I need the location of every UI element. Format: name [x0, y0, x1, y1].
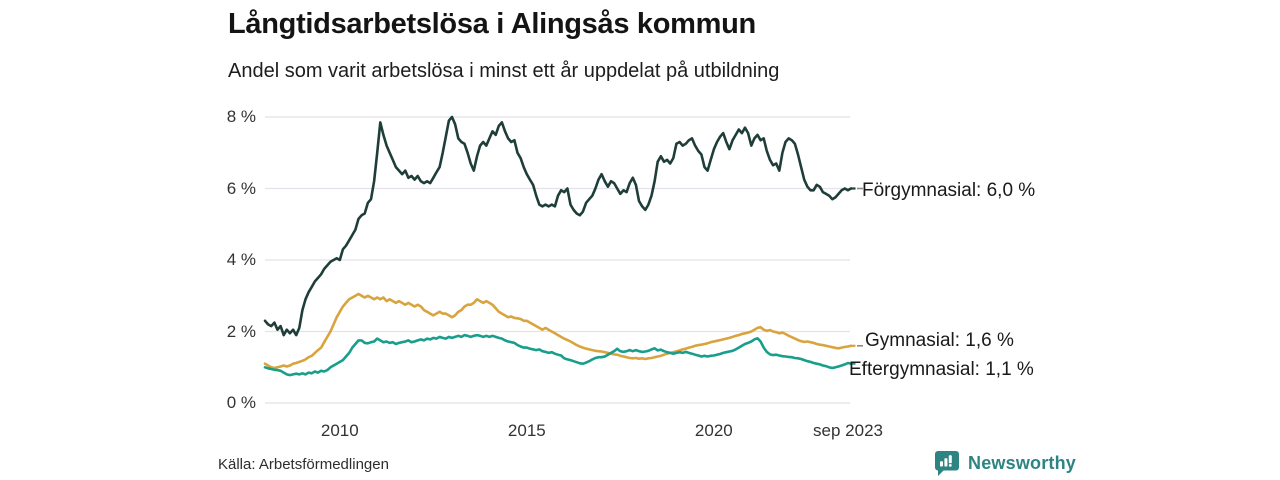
brand-logo: Newsworthy [934, 450, 1076, 477]
series-line-eftergymnasial [263, 333, 853, 377]
series-line-gymnasial [263, 292, 853, 370]
x-axis-tick-label: 2010 [320, 421, 359, 440]
source-note: Källa: Arbetsförmedlingen [218, 456, 389, 473]
page-subtitle: Andel som varit arbetslösa i minst ett å… [228, 60, 780, 82]
y-axis-tick-label: 6 % [226, 178, 256, 198]
y-axis-tick-label: 0 % [226, 393, 256, 412]
page-title: Långtidsarbetslösa i Alingsås kommun [228, 8, 756, 40]
y-axis-tick-label: 4 % [226, 250, 256, 269]
series-label-gymnasial: Gymnasial: 1,6 % [865, 330, 1014, 351]
x-axis-tick-label: 2020 [694, 421, 733, 440]
newsworthy-icon [935, 451, 959, 476]
y-axis-tick-label: 8 % [226, 107, 256, 126]
series-label-eftergymnasial: Eftergymnasial: 1,1 % [849, 359, 1034, 380]
y-axis-tick-label: 2 % [226, 321, 256, 341]
x-axis-tick-label: 2015 [507, 421, 546, 440]
brand-wordmark: Newsworthy [968, 453, 1077, 473]
series-label-forgymnasial: Förgymnasial: 6,0 % [862, 180, 1036, 201]
x-axis-tick-label: sep 2023 [813, 421, 883, 440]
series-line-förgymnasial [263, 115, 853, 337]
